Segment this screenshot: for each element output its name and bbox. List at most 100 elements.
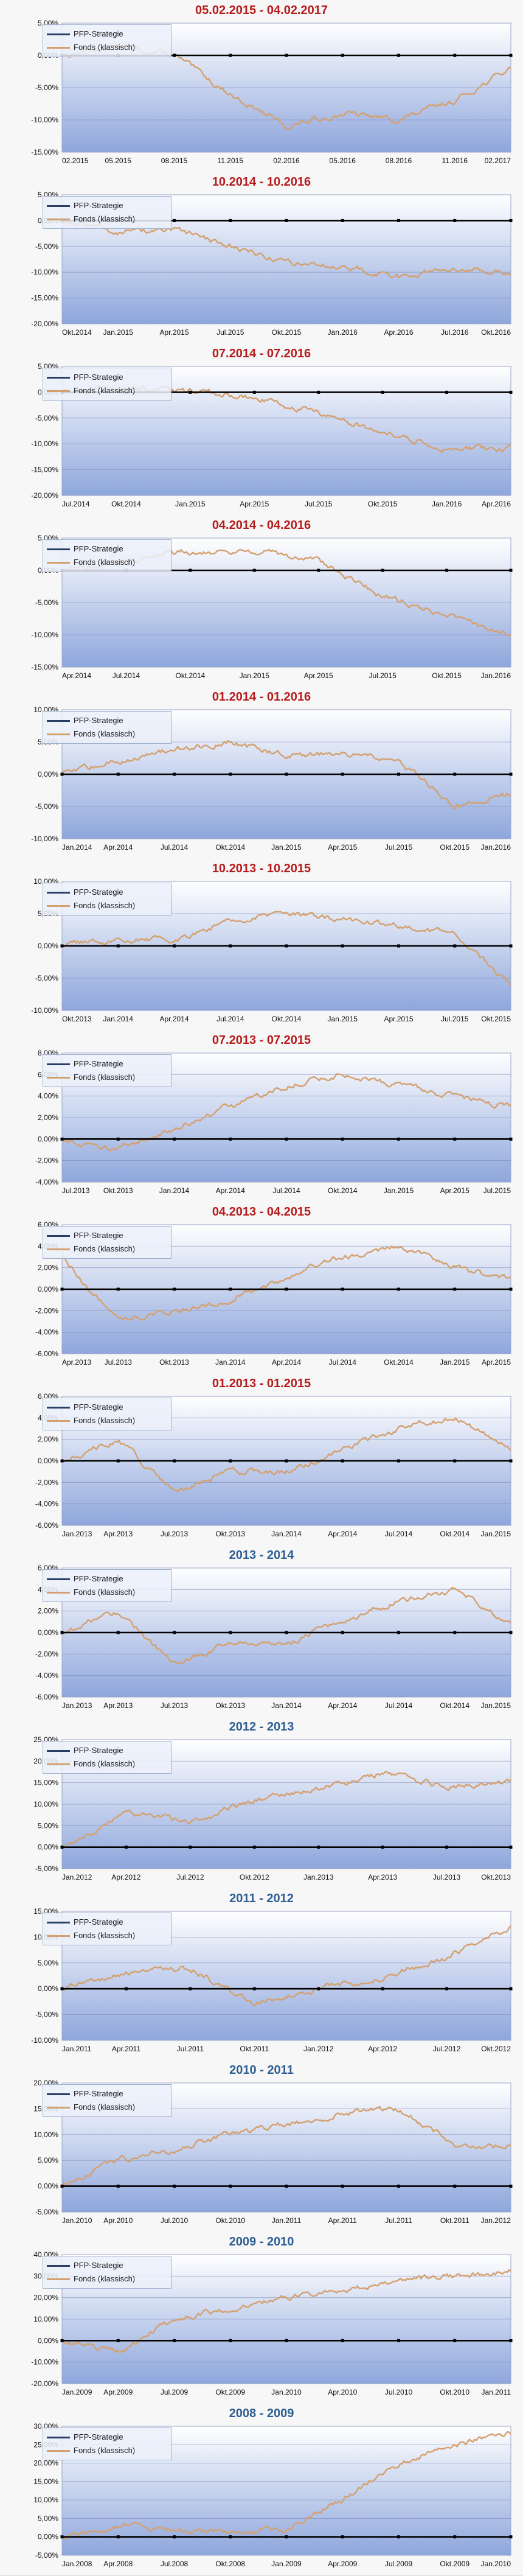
x-tick-label: Okt.2014 xyxy=(440,1530,469,1538)
series-point-pfp xyxy=(189,390,192,394)
legend-item-pfp: PFP-Strategie xyxy=(47,1917,123,1928)
legend-item-pfp: PFP-Strategie xyxy=(47,2088,123,2099)
legend-label: PFP-Strategie xyxy=(74,887,123,897)
series-point-pfp xyxy=(229,1287,232,1291)
series-point-pfp xyxy=(116,1137,120,1141)
legend-swatch xyxy=(47,1235,70,1237)
legend-label: Fonds (klassisch) xyxy=(74,1931,136,1940)
chart-legend: PFP-Strategie Fonds (klassisch) xyxy=(43,2084,171,2117)
x-tick-label: Okt.2015 xyxy=(272,328,302,337)
series-point-pfp xyxy=(116,2185,120,2188)
legend-item-pfp: PFP-Strategie xyxy=(47,887,123,898)
y-tick-label: -20,00% xyxy=(31,2379,58,2388)
chart-title: 07.2014 - 07.2016 xyxy=(212,347,311,360)
legend-item-fonds: Fonds (klassisch) xyxy=(47,1930,135,1941)
x-tick-label: Jan.2016 xyxy=(481,843,511,852)
y-tick-label: -2,00% xyxy=(35,1650,58,1658)
y-tick-label: 10,00% xyxy=(33,1800,58,1808)
x-tick-label: Apr.2010 xyxy=(328,2388,357,2396)
series-point-pfp xyxy=(509,1459,513,1463)
series-point-pfp xyxy=(173,1287,176,1291)
x-tick-label: Apr.2010 xyxy=(103,2216,133,2225)
x-tick-label: 08.2015 xyxy=(161,156,188,165)
series-point-pfp xyxy=(173,2185,176,2188)
x-tick-label: 11.2015 xyxy=(218,156,244,165)
legend-item-pfp: PFP-Strategie xyxy=(47,1745,123,1756)
y-tick-label: -5,00% xyxy=(35,83,58,92)
chart-panel: 05.02.2015 - 04.02.20175,00%0,00%-5,00%-… xyxy=(0,0,523,172)
series-point-pfp xyxy=(60,944,64,948)
chart-panel: 07.2013 - 07.20158,00%6,00%4,00%2,00%0,0… xyxy=(0,1030,523,1202)
legend-item-fonds: Fonds (klassisch) xyxy=(47,2102,135,2113)
series-point-pfp xyxy=(509,1287,513,1291)
y-tick-label: -2,00% xyxy=(35,1157,58,1165)
x-tick-label: Okt.2015 xyxy=(432,671,462,680)
series-point-pfp xyxy=(285,2339,288,2342)
y-tick-label: -6,00% xyxy=(35,1521,58,1530)
series-line-fonds xyxy=(61,1586,511,1665)
series-point-pfp xyxy=(60,772,64,776)
y-tick-label: -5,00% xyxy=(35,802,58,811)
x-tick-label: Jan.2012 xyxy=(481,2216,511,2225)
series-line-fonds xyxy=(61,911,512,987)
series-point-pfp xyxy=(397,1631,400,1634)
y-tick-label: 0,00% xyxy=(38,1628,58,1637)
x-tick-label: 05.2016 xyxy=(330,156,356,165)
series-point-pfp xyxy=(317,390,320,394)
chart-panel: 2011 - 201215,00%10,00%5,00%0,00%-5,00%-… xyxy=(0,1888,523,2060)
x-tick-label: Jul.2015 xyxy=(385,843,413,852)
series-point-pfp xyxy=(60,1846,64,1849)
x-tick-label: Jan.2009 xyxy=(62,2388,92,2396)
x-tick-label: 11.2016 xyxy=(442,156,468,165)
legend-label: PFP-Strategie xyxy=(74,2432,123,2441)
series-point-pfp xyxy=(173,2535,176,2539)
series-point-pfp xyxy=(229,2339,232,2342)
x-tick-label: Apr.2015 xyxy=(482,1358,511,1367)
y-tick-label: 5,00% xyxy=(38,1821,58,1830)
series-point-pfp xyxy=(173,772,176,776)
x-tick-label: Okt.2014 xyxy=(176,671,206,680)
x-tick-label: Apr.2016 xyxy=(482,500,511,508)
legend-label: Fonds (klassisch) xyxy=(74,901,136,910)
series-point-pfp xyxy=(189,1846,192,1849)
legend-swatch xyxy=(47,1578,70,1581)
chart-title: 05.02.2015 - 04.02.2017 xyxy=(195,4,328,17)
series-point-pfp xyxy=(341,2339,344,2342)
x-tick-label: Okt.2012 xyxy=(481,2045,511,2053)
series-point-pfp xyxy=(252,1987,256,1990)
series-point-pfp xyxy=(509,2339,513,2342)
series-point-pfp xyxy=(341,219,344,222)
y-tick-label: -15,00% xyxy=(31,466,58,474)
y-tick-label: 20,00% xyxy=(33,2294,58,2302)
legend-label: Fonds (klassisch) xyxy=(74,2102,136,2112)
y-tick-label: -10,00% xyxy=(31,835,58,843)
y-tick-label: 10,00% xyxy=(33,2130,58,2139)
x-tick-label: Jan.2015 xyxy=(481,1701,511,1710)
series-point-pfp xyxy=(285,772,288,776)
x-tick-label: Jul.2015 xyxy=(369,671,397,680)
x-tick-label: Apr.2009 xyxy=(328,2560,357,2568)
legend-swatch xyxy=(47,1922,70,1924)
series-point-pfp xyxy=(453,772,457,776)
y-tick-label: 2,00% xyxy=(38,1607,58,1615)
chart-legend: PFP-Strategie Fonds (klassisch) xyxy=(43,1913,171,1945)
x-tick-label: Jan.2014 xyxy=(159,1186,190,1195)
series-point-pfp xyxy=(60,1631,64,1634)
series-point-pfp xyxy=(341,1137,344,1141)
legend-swatch xyxy=(47,219,70,221)
x-tick-label: Apr.2013 xyxy=(103,1701,133,1710)
chart-title: 01.2013 - 01.2015 xyxy=(212,1377,311,1390)
x-tick-label: Jan.2015 xyxy=(103,328,134,337)
x-tick-label: Okt.2013 xyxy=(159,1358,189,1367)
chart-legend: PFP-Strategie Fonds (klassisch) xyxy=(43,539,171,572)
x-tick-label: Apr.2015 xyxy=(240,500,269,508)
x-tick-label: Jan.2011 xyxy=(272,2216,302,2225)
series-point-pfp xyxy=(285,1287,288,1291)
x-tick-label: Okt.2009 xyxy=(440,2560,469,2568)
chart-legend: PFP-Strategie Fonds (klassisch) xyxy=(43,1569,171,1602)
x-tick-label: Apr.2011 xyxy=(328,2216,357,2225)
x-tick-label: Jan.2016 xyxy=(481,671,511,680)
series-point-pfp xyxy=(397,54,400,57)
series-point-pfp xyxy=(509,1987,513,1990)
series-point-pfp xyxy=(60,1459,64,1463)
